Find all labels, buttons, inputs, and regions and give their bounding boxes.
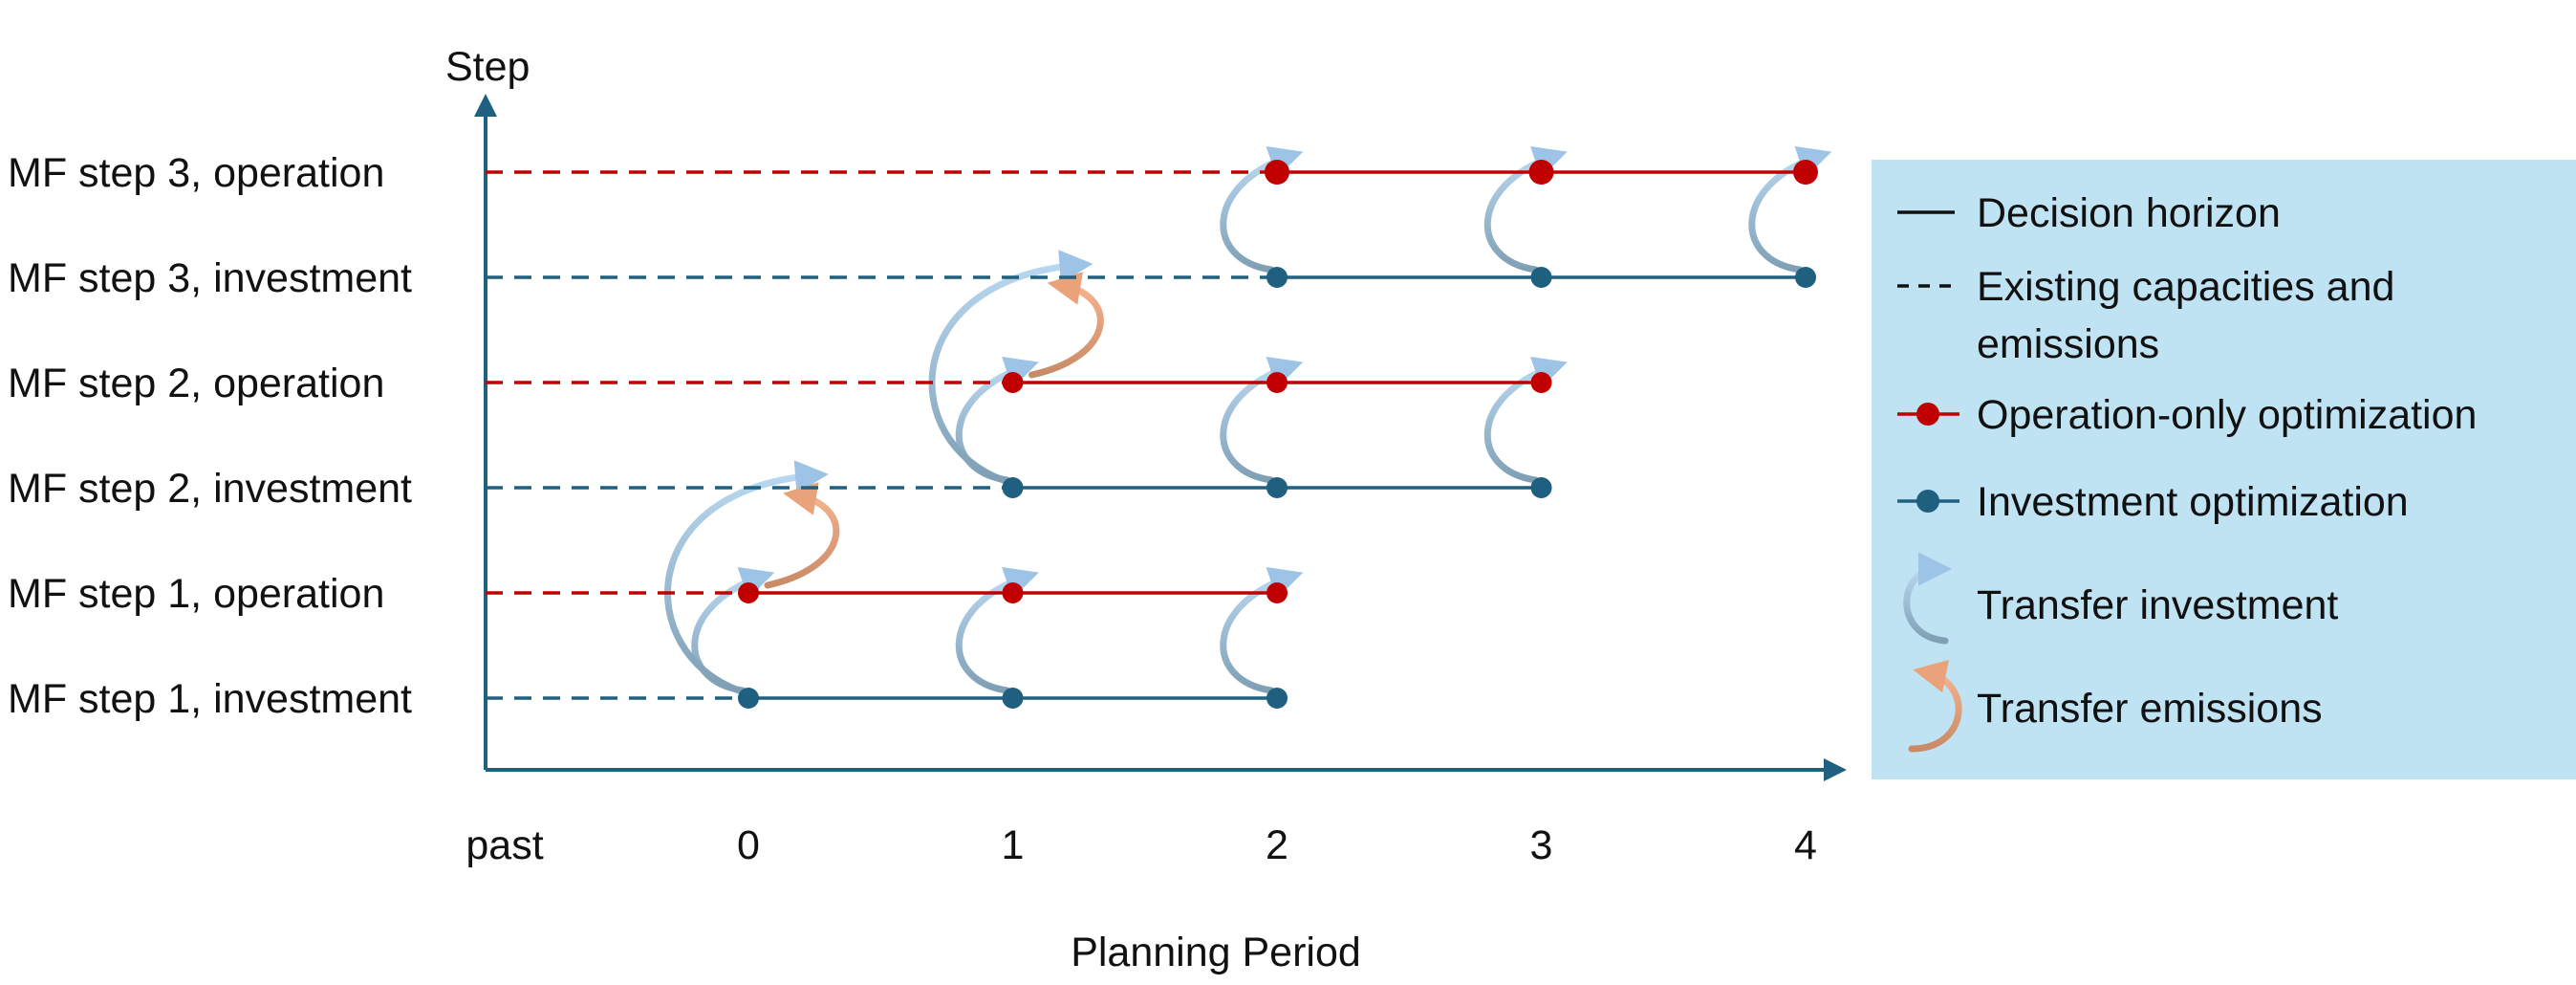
legend: Decision horizon Existing capacities and e… (1872, 160, 2576, 779)
transfer-investment-arrow-8 (1748, 146, 1832, 274)
x-tick-2: 2 (1266, 822, 1288, 868)
legend-transfer-investment-icon (1903, 552, 1952, 645)
operation-point-row2-period2 (1266, 372, 1288, 393)
x-tick-1: 1 (1002, 822, 1025, 868)
legend-item-existing-capacities: Existing capacities and emissions (1897, 264, 2394, 367)
investment-point-row1-period3 (1530, 267, 1552, 288)
legend-item-transfer-emissions: Transfer emissions (1908, 659, 2323, 753)
legend-label-operation-only: Operation-only optimization (1977, 392, 2477, 438)
legend-transfer-emissions-icon (1908, 659, 1962, 753)
x-tick-past: past (465, 822, 543, 868)
legend-label-existing-capacities-line2: emissions (1977, 321, 2159, 367)
legend-background (1872, 160, 2576, 779)
row-label-3: MF step 2, investment (8, 466, 412, 512)
legend-label-decision-horizon: Decision horizon (1977, 190, 2281, 236)
operation-point-row4-period1 (1002, 582, 1024, 603)
x-axis-title: Planning Period (1071, 930, 1361, 975)
investment-point-row3-period3 (1530, 477, 1552, 498)
row-label-0: MF step 3, operation (8, 150, 384, 196)
investment-point-row1-period2 (1266, 267, 1288, 288)
legend-item-operation-only: Operation-only optimization (1897, 392, 2477, 438)
transfer-investment-arrow-5 (1483, 357, 1568, 484)
row-labels: MF step 3, operation MF step 3, investmen… (8, 150, 412, 722)
transfer-investment-arrow-1 (955, 567, 1039, 694)
x-tick-labels: past 0 1 2 3 4 (465, 822, 1817, 868)
operation-point-row2-period1 (1002, 372, 1024, 393)
transfer-arrows (664, 146, 1832, 694)
x-tick-0: 0 (737, 822, 760, 868)
row-label-5: MF step 1, investment (8, 676, 412, 722)
legend-item-decision-horizon: Decision horizon (1897, 190, 2281, 236)
investment-point-row3-period1 (1002, 477, 1024, 498)
legend-item-transfer-investment: Transfer investment (1903, 552, 2338, 645)
operation-point-row0-period3 (1528, 160, 1554, 185)
transfer-investment-arrow-7 (1483, 146, 1568, 274)
transfer-investment-arrow-4 (1220, 357, 1304, 484)
row-lines (486, 160, 1818, 709)
row-label-2: MF step 2, operation (8, 361, 384, 406)
investment-point-row1-period4 (1795, 267, 1816, 288)
legend-dot-swatch (1916, 403, 1939, 426)
legend-label-transfer-emissions: Transfer emissions (1977, 686, 2323, 732)
y-axis-title: Step (445, 44, 530, 90)
x-tick-3: 3 (1530, 822, 1553, 868)
row-label-4: MF step 1, operation (8, 571, 384, 617)
transfer-investment-arrow-2 (1220, 567, 1304, 694)
operation-point-row0-period4 (1793, 160, 1818, 185)
transfer-emissions-arrow-0 (764, 482, 840, 589)
investment-point-row5-period0 (738, 688, 759, 709)
operation-point-row4-period0 (738, 582, 759, 603)
operation-point-row2-period3 (1530, 372, 1552, 393)
legend-dot-swatch (1916, 490, 1939, 513)
row-label-1: MF step 3, investment (8, 255, 412, 301)
transfer-emissions-arrow-1 (1028, 272, 1104, 379)
investment-point-row3-period2 (1266, 477, 1288, 498)
operation-point-row0-period2 (1265, 160, 1289, 185)
investment-point-row5-period2 (1266, 688, 1288, 709)
legend-item-investment-opt: Investment optimization (1897, 479, 2409, 525)
transfer-investment-arrow-6 (1220, 146, 1304, 274)
legend-label-investment-opt: Investment optimization (1977, 479, 2409, 525)
investment-point-row5-period1 (1002, 688, 1024, 709)
legend-label-existing-capacities: Existing capacities and (1977, 264, 2394, 310)
legend-label-transfer-investment: Transfer investment (1977, 582, 2338, 628)
operation-point-row4-period2 (1266, 582, 1288, 603)
x-tick-4: 4 (1794, 822, 1817, 868)
